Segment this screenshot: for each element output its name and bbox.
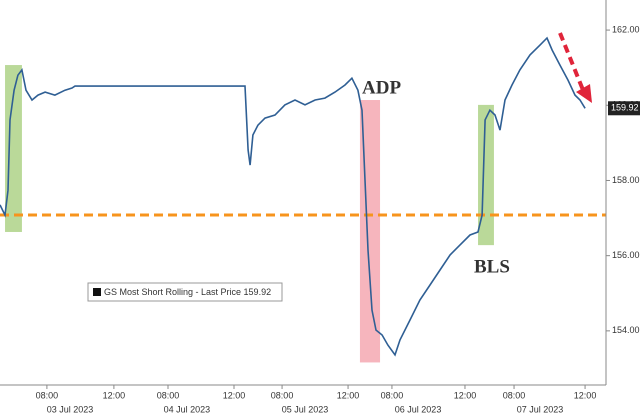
date-label: 06 Jul 2023 xyxy=(395,404,442,414)
y-tick-label: 158.00 xyxy=(612,175,640,185)
price-line xyxy=(0,36,586,357)
x-tick-label: 12:00 xyxy=(574,390,597,400)
y-tick-label: 154.00 xyxy=(612,325,640,335)
annotation-bls: BLS xyxy=(474,256,510,277)
date-label: 04 Jul 2023 xyxy=(164,404,211,414)
x-tick-label: 08:00 xyxy=(503,390,526,400)
y-tick-label: 162.00 xyxy=(612,24,640,34)
last-price-tag xyxy=(608,101,640,116)
highlight-band xyxy=(5,65,22,232)
trend-arrow xyxy=(558,32,592,103)
x-tick-label: 08:00 xyxy=(157,390,180,400)
x-tick-label: 12:00 xyxy=(103,390,126,400)
plot-area xyxy=(0,36,606,363)
x-tick-label: 12:00 xyxy=(454,390,477,400)
date-label: 03 Jul 2023 xyxy=(47,404,94,414)
date-label: 05 Jul 2023 xyxy=(282,404,329,414)
x-tick-label: 08:00 xyxy=(271,390,294,400)
legend-label: GS Most Short Rolling - Last Price 159.9… xyxy=(104,287,271,297)
x-tick-label: 12:00 xyxy=(337,390,360,400)
date-label: 07 Jul 2023 xyxy=(517,404,564,414)
x-tick-label: 08:00 xyxy=(381,390,404,400)
x-tick-label: 12:00 xyxy=(223,390,246,400)
last-price-label: 159.92 xyxy=(611,103,639,113)
annotation-adp: ADP xyxy=(362,77,401,98)
x-tick-label: 08:00 xyxy=(36,390,59,400)
legend: GS Most Short Rolling - Last Price 159.9… xyxy=(87,282,283,302)
y-tick-label: 156.00 xyxy=(612,250,640,260)
